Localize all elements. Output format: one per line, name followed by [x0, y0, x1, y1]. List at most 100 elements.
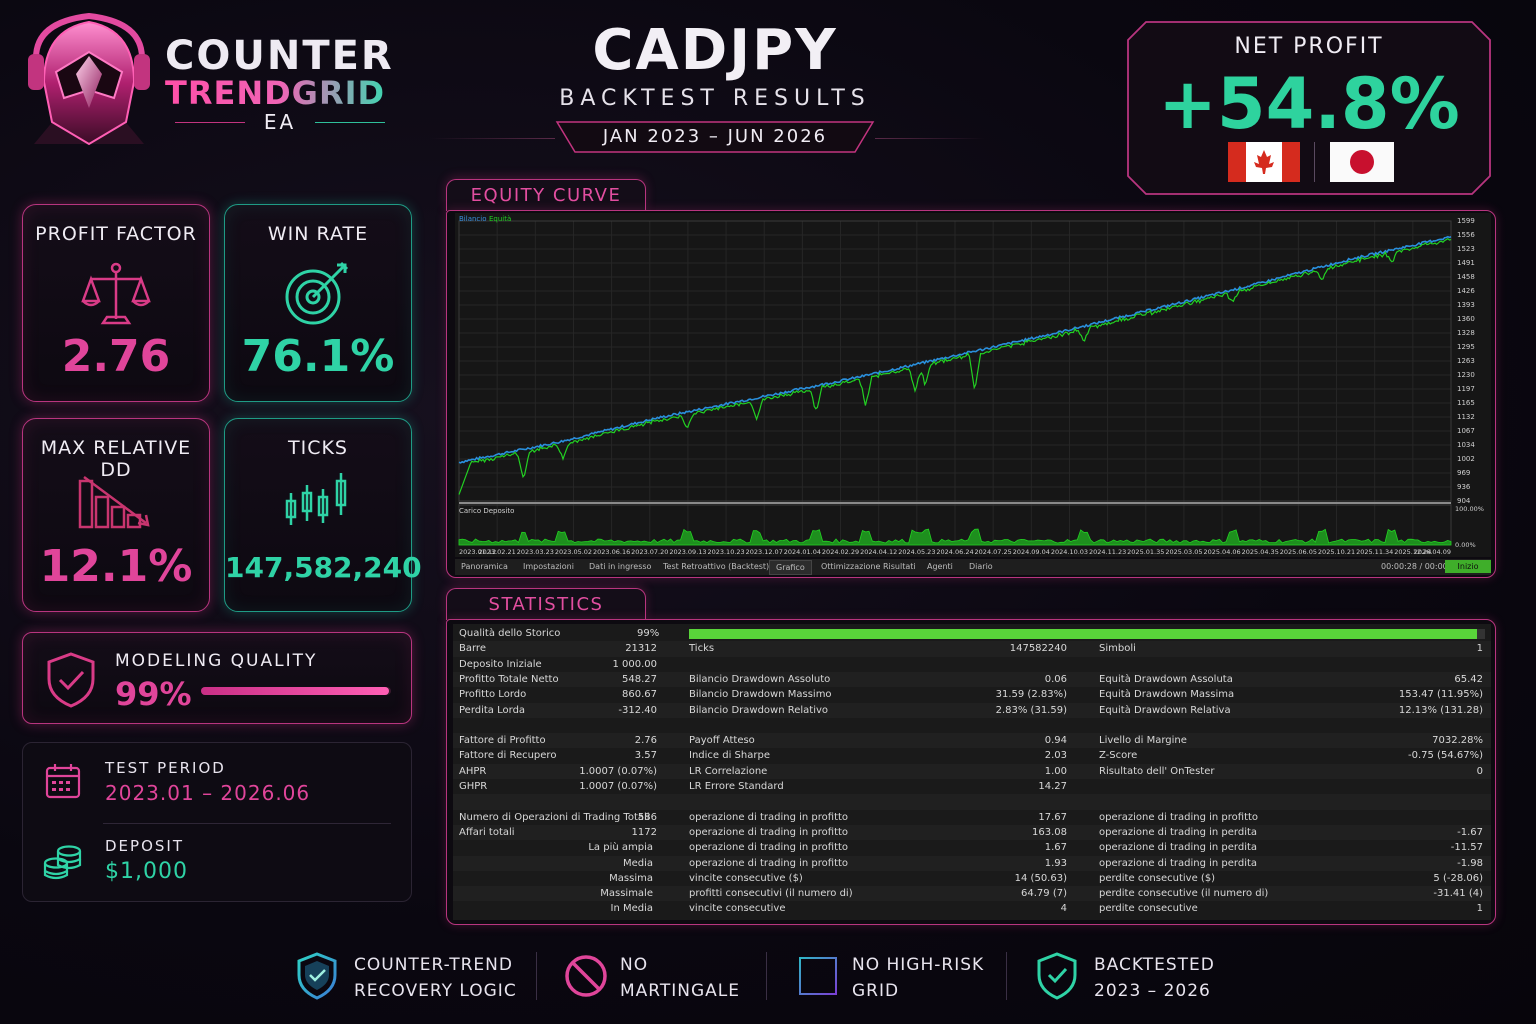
stat-value: 2.03 — [1044, 750, 1067, 762]
y-tick-label: 1328 — [1457, 329, 1475, 337]
x-tick-label: 2024.04.12 — [860, 548, 897, 556]
x-tick-label: 2023.02.21 — [479, 548, 516, 556]
brand-name: COUNTER TRENDGRID EA — [165, 36, 395, 134]
tester-timer: 00:00:28 / 00:00:28 — [1381, 562, 1461, 571]
x-tick-label: 2023.12.07 — [746, 548, 783, 556]
feature-line: MARTINGALE — [620, 981, 741, 1001]
stat-value: 0 — [1476, 765, 1483, 777]
kpi-title: WIN RATE — [267, 223, 369, 245]
stat-row: Profitto Lordo 860.67 Bilancio Drawdown Ma… — [453, 687, 1491, 702]
candlestick-icon — [285, 473, 347, 525]
x-tick-label: 2025.04.35 — [1242, 548, 1279, 556]
feature-line: COUNTER-TREND — [354, 955, 513, 975]
y-tick-label: 1230 — [1457, 371, 1475, 379]
stat-label: vincite consecutive ($) — [689, 872, 803, 884]
stat-label: Bilancio Drawdown Assoluto — [689, 673, 831, 685]
balance-line — [458, 235, 1452, 464]
stat-label: vincite consecutive — [689, 903, 786, 915]
y-tick-label: 1426 — [1457, 287, 1475, 295]
grid-icon — [799, 957, 837, 995]
legend-equity: Equità — [489, 215, 512, 223]
stat-value: 147582240 — [1009, 643, 1067, 655]
stat-value: 548.27 — [622, 673, 657, 685]
stat-label: AHPR — [459, 765, 487, 777]
start-button[interactable]: Inizio — [1445, 560, 1491, 573]
kpi-title: TICKS — [288, 437, 348, 459]
y-tick-label: 1393 — [1457, 301, 1475, 309]
x-tick-label: 2023.07.20 — [631, 548, 668, 556]
plot-frame — [458, 220, 1452, 502]
stat-row: Massima vincite consecutive ($) 14 (50.63)… — [453, 871, 1491, 886]
stat-label: GHPR — [459, 781, 488, 792]
stat-value: 4 — [1060, 903, 1067, 915]
tester-tab[interactable]: Agenti — [927, 562, 953, 571]
stat-value: 860.67 — [622, 689, 657, 701]
x-tick-label: 2025.03.05 — [1165, 548, 1202, 556]
y-tick-label: 1067 — [1457, 427, 1475, 435]
tab-equity-curve[interactable]: EQUITY CURVE — [446, 179, 646, 211]
tab-statistics[interactable]: STATISTICS — [446, 588, 646, 620]
tester-tab[interactable]: Ottimizzazione Risultati — [821, 562, 916, 571]
shield-check-icon — [1037, 952, 1077, 1000]
x-tick-label: 2024.02.29 — [822, 548, 859, 556]
stat-value: 99% — [637, 628, 660, 639]
net-profit-card: NET PROFIT +54.8% — [1126, 20, 1492, 196]
y-tick-label: 936 — [1457, 483, 1471, 491]
stat-value: 586 — [637, 811, 657, 823]
tester-tab[interactable]: Test Retroattivo (Backtest) — [663, 562, 770, 571]
deposit-load-area — [458, 528, 1452, 546]
statistics-table: Qualità dello Storico 99% Barre 21312 Tick… — [453, 624, 1491, 920]
stat-label: Profitto Totale Netto — [459, 673, 559, 685]
legend-balance: Bilancio — [459, 215, 487, 223]
stat-label: operazione di trading in profitto — [689, 857, 849, 869]
kpi-max-relative-dd: MAX RELATIVE DD 12.1% — [22, 418, 210, 612]
tester-tab[interactable]: Panoramica — [461, 562, 508, 571]
stat-label: Massimale — [600, 888, 653, 900]
deposit-value: $1,000 — [105, 859, 188, 884]
stat-value: 5 (-28.06) — [1433, 872, 1483, 884]
tester-tab[interactable]: Dati in ingresso — [589, 562, 652, 571]
stat-label: Z-Score — [1099, 750, 1138, 762]
sub-tick-label: 0.00% — [1455, 541, 1476, 549]
tester-tab-active[interactable]: Grafico — [769, 560, 812, 575]
x-tick-label: 2024.05.23 — [898, 548, 935, 556]
stat-label: LR Errore Standard — [689, 781, 784, 792]
brand-line2: TRENDGRID — [165, 76, 395, 110]
stat-value: -312.40 — [618, 704, 657, 716]
stat-value: 65.42 — [1454, 673, 1483, 685]
stat-label: operazione di trading in perdita — [1099, 826, 1258, 838]
net-profit-value: +54.8% — [1158, 63, 1460, 145]
stat-row — [453, 794, 1491, 810]
tester-tab[interactable]: Diario — [969, 562, 993, 571]
canada-flag-icon — [1228, 142, 1300, 182]
stat-label: Equità Drawdown Assoluta — [1099, 673, 1233, 685]
stat-label: Fattore di Profitto — [459, 735, 546, 747]
stat-label: Massima — [609, 872, 653, 884]
stat-row: Profitto Totale Netto 548.27 Bilancio Draw… — [453, 671, 1491, 688]
stat-label: operazione di trading in profitto — [689, 842, 849, 854]
x-tick-label: 2025.11.34 — [1356, 548, 1393, 556]
stat-label: In Media — [610, 903, 654, 915]
stat-label: perdite consecutive (il numero di) — [1099, 888, 1269, 900]
y-tick-label: 1002 — [1457, 455, 1475, 463]
japan-flag-icon — [1330, 142, 1394, 182]
stat-value: 1.67 — [1044, 842, 1067, 854]
stat-label: Affari totali — [459, 826, 515, 838]
stat-value: 7032.28% — [1432, 735, 1483, 747]
stat-value: 0.94 — [1044, 735, 1067, 747]
no-sign-icon — [565, 955, 607, 997]
stat-label: operazione di trading in profitto — [689, 826, 849, 838]
stat-label: operazione di trading in profitto — [1099, 811, 1259, 823]
helmet-logo-icon — [28, 12, 150, 146]
y-tick-label: 904 — [1457, 497, 1471, 505]
stat-value: 31.59 (2.83%) — [995, 689, 1067, 701]
stat-row: Affari totali 1172 operazione di trading i… — [453, 824, 1491, 841]
stat-label: La più ampia — [588, 842, 653, 854]
x-tick-label: 2025.12.24 — [1394, 548, 1431, 556]
x-tick-label: 2024.10.03 — [1051, 548, 1088, 556]
test-info-card: TEST PERIOD 2023.01 – 2026.06 DEPOSIT $1… — [22, 742, 412, 902]
stat-label: perdite consecutive — [1099, 903, 1198, 915]
feature-line: NO HIGH-RISK — [852, 955, 985, 975]
tester-tab[interactable]: Impostazioni — [523, 562, 574, 571]
x-tick-label: 2026.04.09 — [1414, 548, 1451, 556]
